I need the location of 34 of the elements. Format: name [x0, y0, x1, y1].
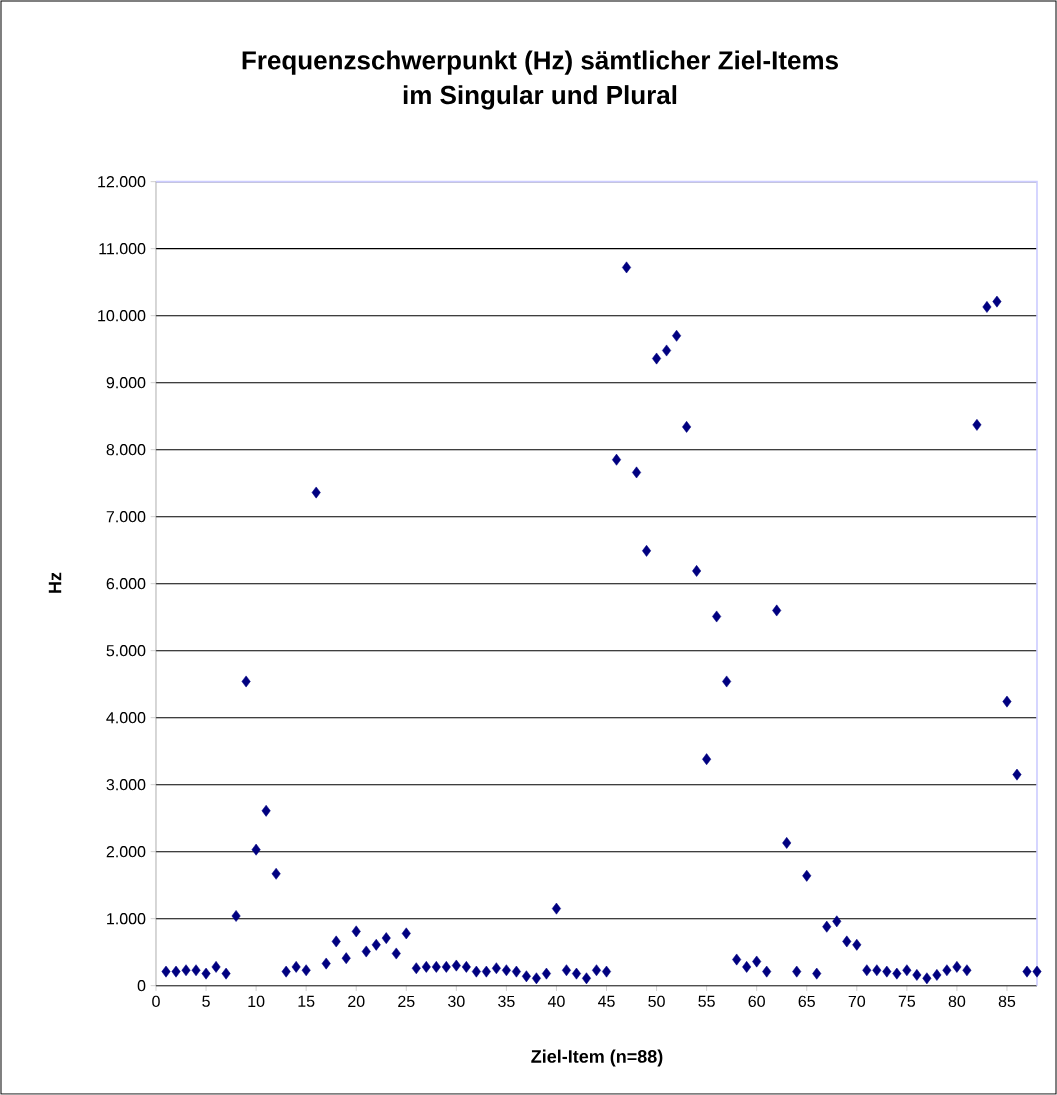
y-tick-label: 4.000	[106, 712, 146, 724]
y-axis-title: Hz	[48, 572, 62, 593]
x-tick-label: 5	[202, 995, 210, 1007]
x-tick-label: 70	[848, 995, 866, 1008]
x-tick-label: 10	[248, 995, 265, 1008]
y-tick-label: 11.000	[99, 243, 146, 255]
x-tick-label: 50	[648, 995, 665, 1008]
x-tick-label: 55	[698, 995, 715, 1007]
y-tick-label: 3.000	[106, 779, 146, 791]
x-tick-label: 85	[998, 995, 1016, 1008]
x-tick-label: 25	[398, 995, 415, 1008]
chart-title: Frequenzschwerpunkt (Hz) sämtlicher Ziel-Items im Singular und Plural	[242, 50, 838, 110]
y-tick-label: 7.000	[106, 511, 146, 523]
y-tick-label: 9.000	[106, 377, 146, 389]
y-tick-label: 2.000	[106, 846, 146, 858]
y-tick-label: 1.000	[107, 913, 146, 925]
y-tick-label: 6.000	[106, 578, 146, 590]
x-tick-label: 20	[348, 995, 365, 1008]
x-axis-title: Ziel-Item (n=88)	[531, 1049, 663, 1067]
x-tick-label: 65	[798, 995, 815, 1008]
x-tick-label: 45	[597, 995, 615, 1007]
x-tick-label: 35	[498, 995, 515, 1008]
y-tick-label: 8.000	[106, 444, 146, 456]
x-tick-label: 30	[448, 995, 465, 1008]
x-tick-label: 0	[152, 995, 160, 1008]
x-tick-label: 80	[948, 995, 966, 1008]
x-tick-label: 15	[298, 995, 315, 1007]
y-tick-label: 5.000	[106, 645, 146, 657]
y-tick-label: 0	[137, 980, 146, 992]
y-tick-label: 12.000	[98, 176, 146, 188]
x-tick-label: 75	[898, 995, 916, 1007]
y-tick-label: 10.000	[98, 310, 146, 322]
x-tick-label: 40	[547, 995, 565, 1008]
x-tick-label: 60	[748, 995, 765, 1008]
